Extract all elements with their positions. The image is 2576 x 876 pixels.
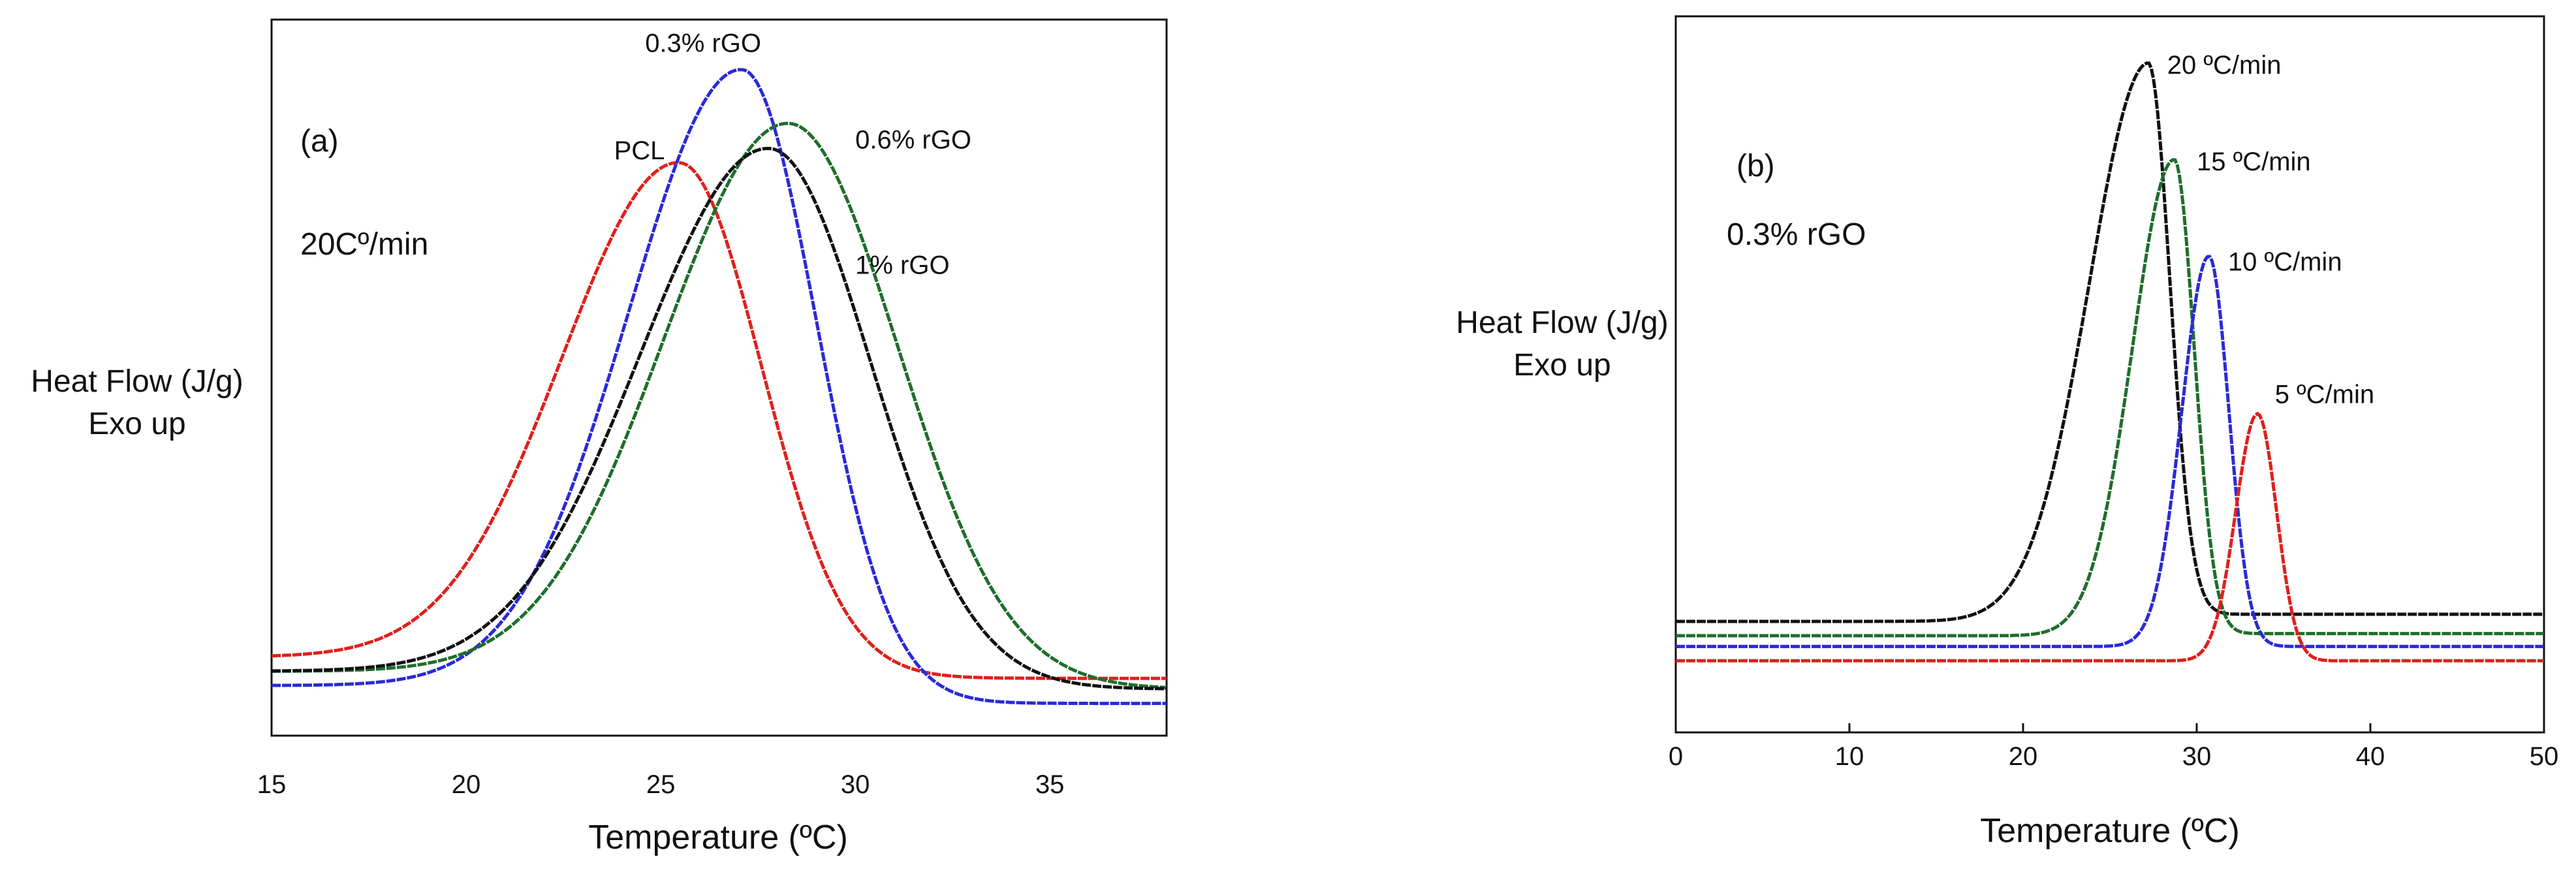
- panel-b: 0 10 20 30 40 50 20 ºC/min 15 ºC/min 10 ºC/min 5…: [1456, 15, 2558, 850]
- panel-b-series-group: [1676, 61, 2544, 663]
- panel-b-x-tick-label-30: 30: [2182, 742, 2212, 771]
- panel-b-series-5-c-min-line: [1676, 411, 2544, 663]
- panel-b-ticks-group: 0 10 20 30 40 50: [1669, 723, 2558, 771]
- panel-a-label: (a): [300, 124, 339, 159]
- panel-a-x-axis-label: Temperature (ºC): [588, 819, 848, 856]
- panel-b-series-labels: 20 ºC/min 15 ºC/min 10 ºC/min 5 ºC/min: [2167, 51, 2374, 409]
- panel-b-x-tick-label-40: 40: [2356, 742, 2385, 771]
- panel-a-series-label-1-rgo: 1% rGO: [855, 251, 949, 279]
- panel-b-condition-label: 0.3% rGO: [1727, 217, 1866, 252]
- panel-a-x-tick-label-15: 15: [257, 770, 287, 799]
- panel-a-series-0-6-rgo-line: [272, 121, 1167, 689]
- panel-a-y-axis-label-line-1: Heat Flow (J/g): [31, 364, 243, 399]
- panel-b-x-axis-label: Temperature (ºC): [1980, 812, 2240, 850]
- panel-b-series-label-20-c-min: 20 ºC/min: [2167, 51, 2282, 80]
- panel-a-series-pcl-line: [271, 161, 1167, 680]
- panel-a-condition-label: 20Cº/min: [300, 227, 428, 262]
- panel-b-series-label-5-c-min: 5 ºC/min: [2275, 380, 2374, 409]
- panel-a-series-1-rgo-line: [272, 146, 1167, 691]
- panel-b-series-15-c-min-line: [1676, 158, 2544, 638]
- panel-a-series-group: [271, 68, 1167, 706]
- panel-a-x-tick-label-35: 35: [1035, 770, 1065, 799]
- panel-b-x-tick-label-50: 50: [2530, 742, 2559, 771]
- panel-b-y-axis-label-line-1: Heat Flow (J/g): [1456, 305, 1668, 340]
- panel-b-series-20-c-min-line: [1676, 61, 2544, 623]
- panel-b-label: (b): [1736, 149, 1775, 183]
- panel-a-series-label-pcl: PCL: [614, 136, 665, 165]
- panel-b-x-tick-label-0: 0: [1669, 742, 1683, 771]
- panel-a-series-label-0-3-rgo: 0.3% rGO: [645, 29, 761, 57]
- panel-a: 15 20 25 30 35 PCL 0.3% rGO 0.6% rGO 1% rGO (a)…: [31, 18, 1168, 856]
- panel-b-x-tick-label-10: 10: [1835, 742, 1864, 771]
- panel-b-series-10-c-min-line: [1676, 255, 2544, 648]
- panel-a-x-tick-label-30: 30: [841, 770, 870, 799]
- panel-b-x-tick-label-20: 20: [2009, 742, 2038, 771]
- panel-a-ticks-group: 15 20 25 30 35: [257, 770, 1065, 799]
- panel-b-series-label-15-c-min: 15 ºC/min: [2197, 148, 2311, 176]
- panel-a-x-tick-label-25: 25: [646, 770, 676, 799]
- panel-a-series-0-3-rgo-line: [271, 68, 1167, 706]
- panel-b-y-axis-label-line-2: Exo up: [1513, 348, 1610, 383]
- panel-a-series-labels: PCL 0.3% rGO 0.6% rGO 1% rGO: [614, 29, 971, 279]
- panel-a-plot-frame: [270, 18, 1168, 737]
- panel-a-x-tick-label-20: 20: [452, 770, 481, 799]
- panel-a-series-label-0-6-rgo: 0.6% rGO: [855, 126, 971, 155]
- panel-a-y-axis-label-line-2: Exo up: [88, 407, 185, 441]
- panel-b-series-label-10-c-min: 10 ºC/min: [2228, 247, 2342, 276]
- panel-b-plot-frame: [1674, 15, 2545, 734]
